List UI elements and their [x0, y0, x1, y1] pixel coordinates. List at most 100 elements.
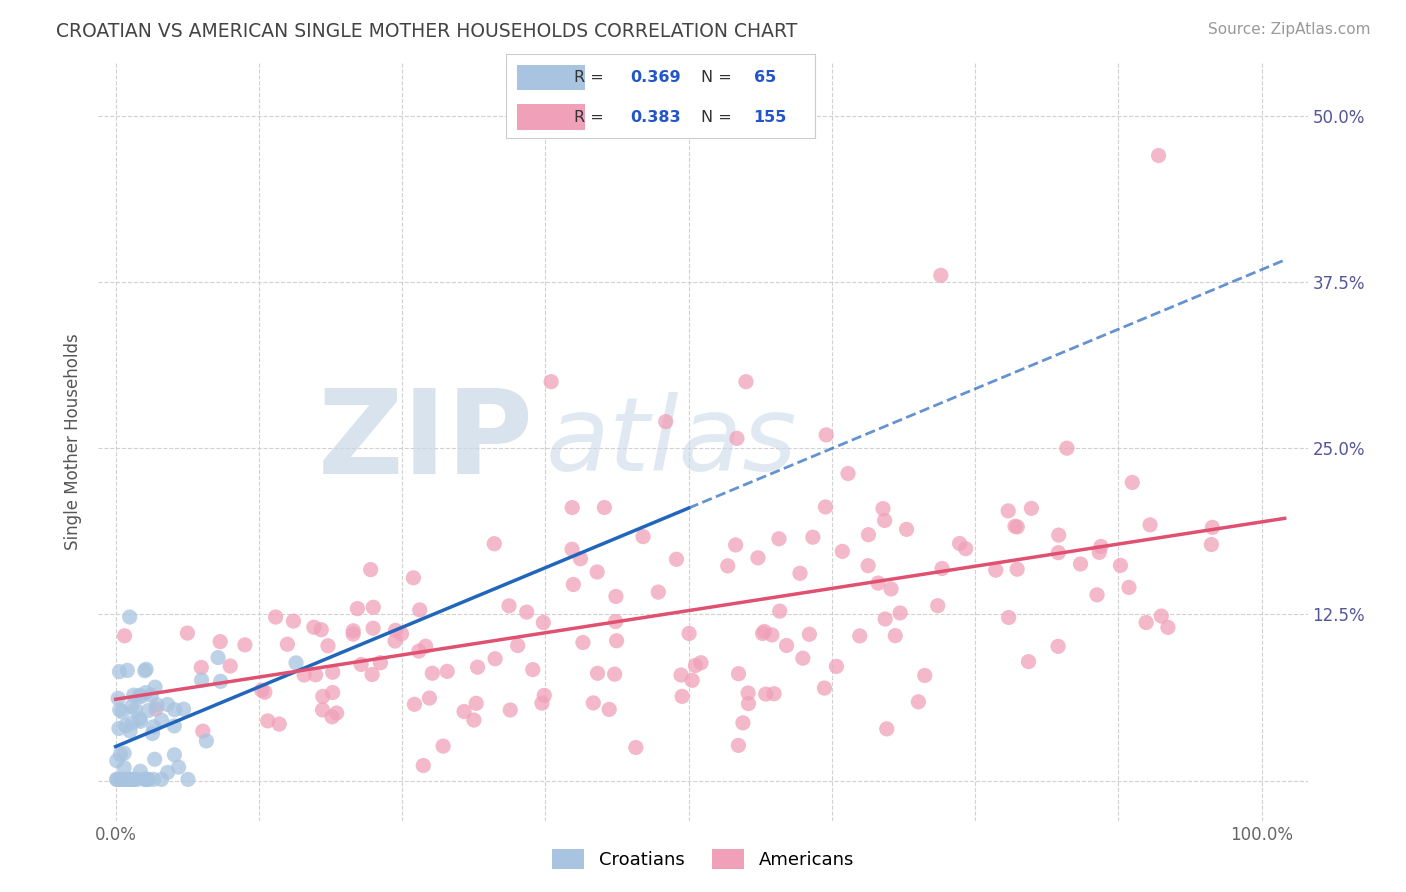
Point [112, 746, 135, 760]
Point [561, 500, 583, 515]
Point [108, 665, 131, 679]
Text: Source: ZipAtlas.com: Source: ZipAtlas.com [1208, 22, 1371, 37]
Text: R =: R = [574, 70, 609, 85]
Point [150, 772, 173, 787]
Point [792, 651, 814, 665]
Point [467, 660, 489, 674]
Point [997, 504, 1019, 518]
Point [136, 772, 159, 787]
Point [415, 639, 437, 653]
Point [269, 717, 291, 731]
Point [1147, 148, 1170, 162]
Point [856, 558, 879, 573]
Point [322, 685, 344, 699]
Point [690, 656, 713, 670]
Point [121, 699, 143, 714]
Point [112, 772, 135, 787]
Point [167, 760, 190, 774]
Point [404, 698, 426, 712]
Point [678, 626, 700, 640]
Point [647, 585, 669, 599]
Point [997, 610, 1019, 624]
Point [110, 747, 132, 762]
Point [112, 772, 135, 787]
Point [250, 683, 273, 698]
Text: 65: 65 [754, 70, 776, 85]
FancyBboxPatch shape [517, 64, 585, 90]
Point [775, 639, 797, 653]
Point [285, 656, 308, 670]
Text: 0.383: 0.383 [630, 110, 681, 125]
Point [814, 500, 837, 514]
Point [384, 624, 406, 638]
Point [321, 710, 343, 724]
Point [1047, 528, 1070, 542]
Point [603, 667, 626, 681]
Point [1090, 540, 1112, 554]
Point [108, 722, 131, 736]
Point [142, 772, 165, 787]
Point [582, 696, 605, 710]
Point [311, 703, 333, 717]
Point [1135, 615, 1157, 630]
Point [522, 663, 544, 677]
Point [322, 665, 344, 680]
Text: 155: 155 [754, 110, 787, 125]
Y-axis label: Single Mother Households: Single Mother Households [65, 334, 83, 549]
Point [350, 657, 373, 672]
Point [516, 605, 538, 619]
Point [418, 691, 440, 706]
Point [751, 626, 773, 640]
Point [1047, 640, 1070, 654]
Point [731, 715, 754, 730]
Point [118, 723, 141, 738]
Point [1056, 441, 1078, 455]
Point [631, 530, 654, 544]
Text: N =: N = [702, 110, 737, 125]
Point [117, 772, 139, 787]
Point [342, 627, 364, 641]
Point [283, 614, 305, 628]
Point [598, 702, 620, 716]
Point [929, 268, 952, 283]
Point [384, 634, 406, 648]
Point [848, 629, 870, 643]
Point [737, 686, 759, 700]
Point [605, 615, 627, 629]
Point [105, 772, 128, 787]
Point [163, 747, 186, 762]
Point [304, 668, 326, 682]
Point [128, 712, 150, 726]
Point [346, 601, 368, 615]
Point [1109, 558, 1132, 573]
Point [432, 739, 454, 753]
Point [361, 621, 384, 635]
Point [1047, 546, 1070, 560]
Point [207, 650, 229, 665]
Point [586, 565, 609, 579]
Point [671, 690, 693, 704]
Point [540, 375, 562, 389]
Point [884, 629, 907, 643]
Point [1085, 588, 1108, 602]
Point [120, 772, 142, 787]
Point [111, 705, 134, 719]
Point [143, 752, 166, 766]
Point [569, 551, 592, 566]
Text: R =: R = [574, 110, 609, 125]
Point [880, 582, 903, 596]
Point [1004, 519, 1026, 533]
Point [135, 685, 157, 699]
Point [1088, 545, 1111, 559]
Point [121, 715, 143, 730]
Point [141, 688, 163, 702]
Point [342, 624, 364, 638]
Text: 0.369: 0.369 [630, 70, 681, 85]
Point [108, 772, 131, 787]
Point [264, 610, 287, 624]
Point [138, 704, 160, 718]
Point [727, 666, 749, 681]
Point [108, 703, 131, 717]
Point [115, 772, 138, 787]
Point [195, 734, 218, 748]
